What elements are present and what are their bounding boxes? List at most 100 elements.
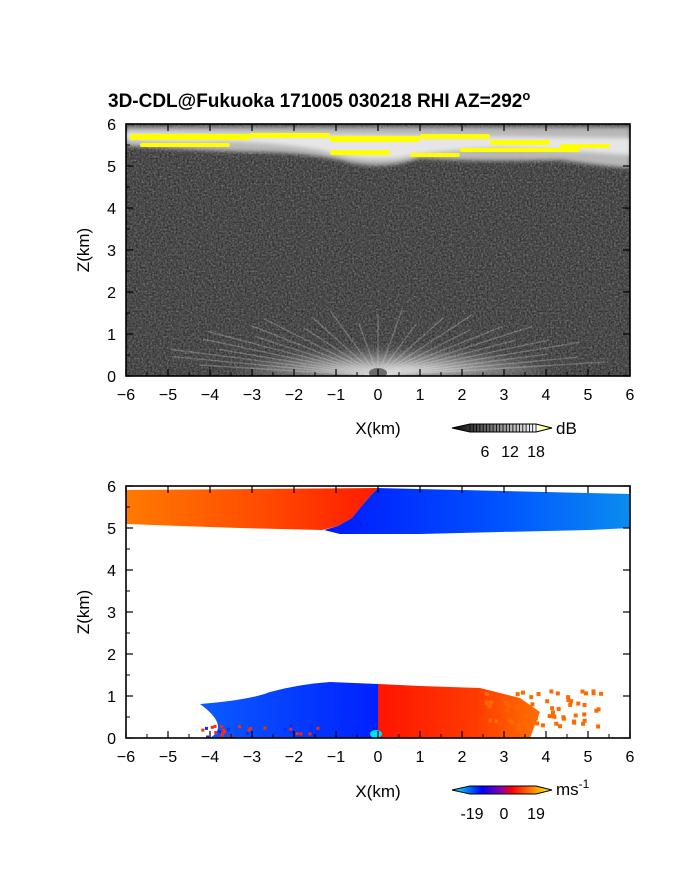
velocity-speckle: [221, 731, 225, 735]
velocity-speckle: [556, 706, 561, 711]
intensity-colorbar-tick-label: 18: [527, 444, 545, 461]
intensity-x-tick-label: 1: [416, 387, 425, 404]
velocity-speckle: [311, 732, 315, 736]
upper-layer-positive-region: [126, 488, 378, 530]
fan-ray: [377, 339, 549, 376]
doppler-x-tick-label: −6: [117, 749, 135, 766]
velocity-speckle: [510, 720, 515, 725]
intensity-y-tick-label: 4: [107, 201, 116, 218]
upper-layer-negative-region: [324, 488, 630, 534]
velocity-speckle: [596, 724, 601, 729]
doppler-x-tick-label: −2: [285, 749, 303, 766]
velocity-speckle: [485, 692, 490, 697]
doppler-x-tick-label: 1: [416, 749, 425, 766]
velocity-speckle: [532, 709, 537, 714]
velocity-speckle: [507, 718, 512, 723]
velocity-speckle: [582, 718, 587, 723]
doppler-colorbar-unit-base: ms: [556, 780, 579, 799]
intensity-x-tick-label: 3: [500, 387, 509, 404]
high-intensity-streak: [330, 150, 390, 155]
velocity-speckle: [540, 723, 545, 728]
velocity-speckle: [515, 706, 520, 711]
intensity-y-tick-label: 0: [107, 369, 116, 386]
velocity-speckle: [503, 701, 508, 706]
doppler-x-tick-label: −5: [159, 749, 177, 766]
intensity-x-tick-label: −3: [243, 387, 261, 404]
velocity-speckle: [581, 721, 586, 726]
intensity-x-tick-label: −1: [327, 387, 345, 404]
velocity-speckle: [547, 714, 552, 719]
intensity-colorbar-tick-label: 6: [481, 444, 490, 461]
velocity-speckle: [591, 691, 596, 696]
doppler-colorbar-unit-exponent: -1: [579, 777, 590, 791]
fan-ray: [377, 361, 605, 376]
doppler-x-tick-label: 5: [584, 749, 593, 766]
intensity-y-tick-label: 3: [107, 243, 116, 260]
velocity-speckle: [580, 689, 585, 694]
velocity-speckle: [535, 721, 540, 726]
title-text: 3D-CDL@Fukuoka 171005 030218 RHI AZ=292: [108, 91, 522, 112]
fan-ray: [203, 338, 379, 376]
high-intensity-streak: [250, 133, 330, 138]
high-intensity-streak: [140, 143, 230, 147]
fan-ray: [255, 335, 379, 376]
lower-layer-negative-region: [200, 682, 378, 738]
velocity-speckle: [316, 726, 320, 730]
velocity-speckle: [583, 691, 588, 696]
velocity-speckle: [315, 730, 319, 734]
velocity-speckle: [489, 700, 494, 705]
velocity-speckle: [263, 726, 267, 730]
intensity-x-tick-label: −5: [159, 387, 177, 404]
velocity-speckle: [289, 724, 293, 728]
doppler-x-tick-label: −3: [243, 749, 261, 766]
velocity-speckle: [550, 710, 555, 715]
doppler-y-tick-label: 2: [107, 647, 116, 664]
velocity-speckle: [201, 728, 205, 732]
doppler-heatmap: [126, 486, 630, 738]
velocity-speckle: [549, 689, 554, 694]
velocity-speckle: [529, 695, 534, 700]
velocity-speckle: [221, 728, 225, 732]
doppler-y-tick-label: 1: [107, 689, 116, 706]
doppler-y-tick-label: 3: [107, 605, 116, 622]
intensity-heatmap: [126, 124, 630, 376]
fan-ray: [208, 331, 379, 376]
velocity-speckle: [308, 732, 312, 736]
velocity-speckle: [247, 728, 251, 732]
intensity-x-axis-label: X(km): [355, 419, 400, 438]
velocity-speckle: [504, 708, 509, 713]
fan-ray: [377, 325, 503, 376]
velocity-speckle: [299, 732, 303, 736]
velocity-speckle: [582, 712, 587, 717]
high-intensity-streak: [410, 153, 460, 157]
intensity-colorbar: dB 6 12 18: [451, 419, 577, 461]
velocity-speckle: [514, 703, 519, 708]
title-degree-mark: o: [522, 88, 530, 103]
velocity-speckle: [204, 726, 208, 730]
high-intensity-streak: [560, 144, 610, 148]
velocity-speckle: [552, 714, 557, 719]
doppler-y-tick-label: 4: [107, 563, 116, 580]
velocity-speckle: [545, 699, 550, 704]
doppler-axes: −6 −5 −4 −3 −2 −1 0 1 2 3 4 5 6 0 1 2 3 4 5 6: [107, 479, 634, 766]
fan-ray: [377, 316, 445, 376]
fan-ray: [311, 316, 379, 376]
doppler-colorbar: ms-1 -19 0 19: [451, 777, 590, 823]
velocity-speckle: [295, 732, 299, 736]
fan-ray: [377, 329, 471, 376]
doppler-y-tick-label: 6: [107, 479, 116, 496]
doppler-x-tick-label: 0: [374, 749, 383, 766]
velocity-speckle: [206, 735, 210, 738]
doppler-y-axis-label: Z(km): [74, 590, 93, 634]
velocity-speckle: [226, 727, 230, 731]
fan-ray: [377, 353, 548, 376]
fan-ray: [377, 339, 516, 376]
velocity-speckle: [530, 702, 535, 707]
fan-ray: [171, 355, 379, 376]
intensity-x-tick-label: 0: [374, 387, 383, 404]
doppler-y-tick-label: 5: [107, 521, 116, 538]
velocity-speckle: [217, 730, 221, 734]
velocity-speckle: [290, 729, 294, 733]
fan-ray: [377, 356, 578, 376]
velocity-speckle: [506, 703, 511, 708]
